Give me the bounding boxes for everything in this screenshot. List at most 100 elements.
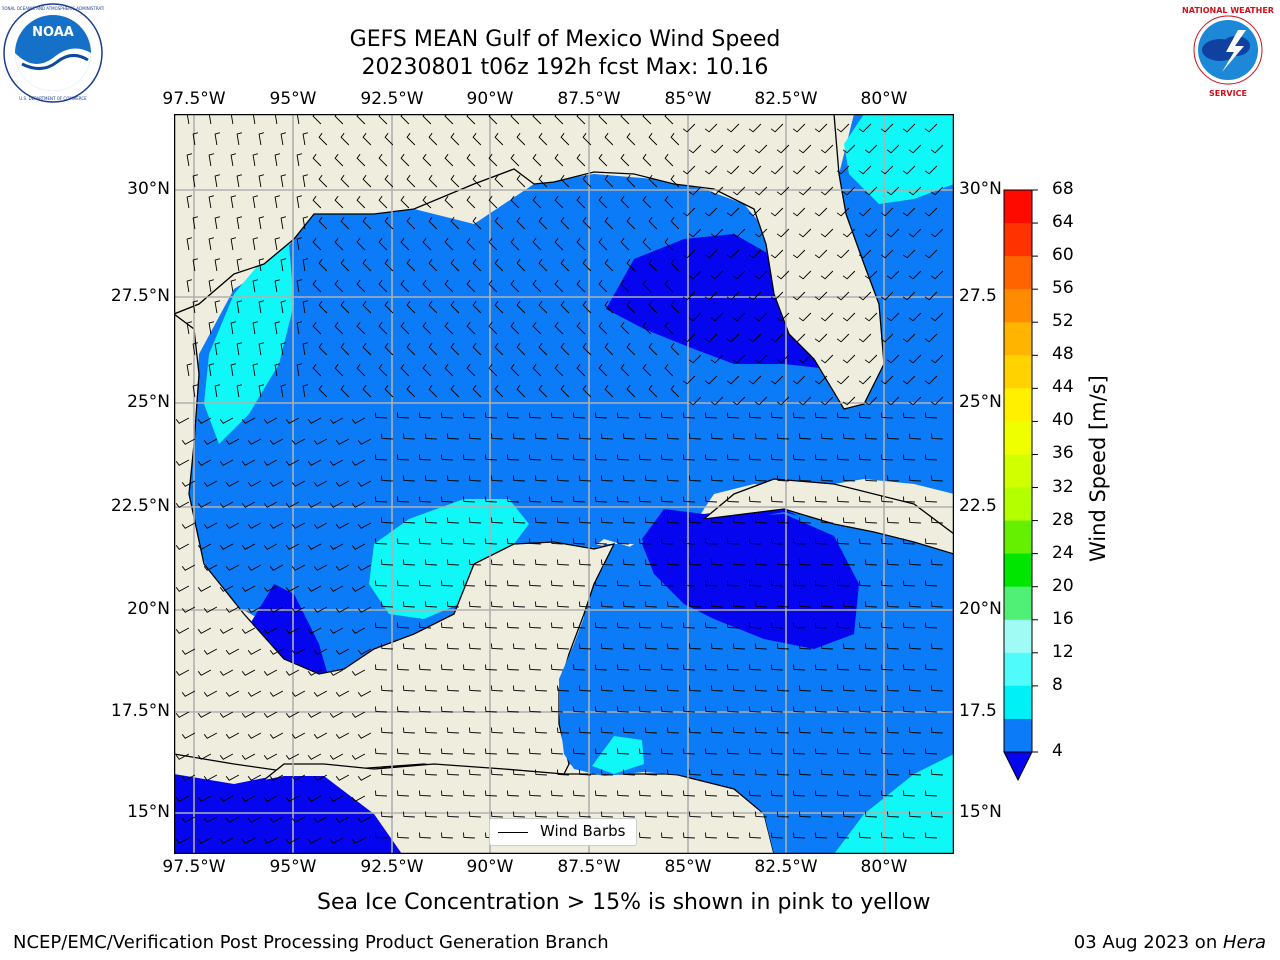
wind-barb: [219, 417, 234, 424]
wind-barb: [902, 664, 915, 671]
wind-barb: [902, 165, 916, 175]
wind-barb: [858, 706, 871, 713]
colorbar-segment: [1004, 388, 1032, 422]
wind-barb: [418, 412, 431, 419]
wind-barb: [329, 417, 344, 424]
wind-barb: [710, 228, 724, 238]
wind-barb: [510, 114, 520, 125]
strong-region-ne: [844, 114, 954, 204]
wind-barb: [225, 480, 240, 487]
wind-barb: [798, 228, 812, 238]
wind-barb: [770, 706, 783, 713]
wind-barb: [494, 384, 504, 398]
wind-barb: [616, 538, 629, 545]
wind-barb: [814, 123, 828, 133]
wind-barb: [484, 706, 497, 713]
wind-barb: [490, 475, 503, 482]
wind-barb: [241, 711, 256, 718]
wind-barb: [792, 832, 805, 839]
wind-barb: [836, 832, 849, 839]
wind-barb: [528, 664, 541, 671]
wind-barb: [247, 690, 262, 697]
wind-barb: [554, 153, 564, 167]
wind-barb: [864, 396, 878, 406]
wind-barb: [424, 517, 437, 524]
wind-barb: [241, 501, 256, 508]
wind-barb: [510, 153, 520, 167]
wind-barb: [836, 706, 849, 713]
wind-barb: [175, 417, 190, 424]
wind-barb: [622, 601, 635, 608]
wind-barb: [776, 475, 789, 482]
wind-barb: [582, 300, 592, 314]
svg-text:SERVICE: SERVICE: [1209, 89, 1247, 98]
wind-barb: [428, 384, 438, 398]
wind-barb: [396, 664, 409, 671]
wind-barb: [450, 132, 460, 146]
wind-barb: [312, 237, 322, 251]
wind-barb: [186, 237, 193, 251]
wind-barb: [214, 216, 221, 230]
wind-barb: [842, 685, 855, 692]
wind-barb: [600, 433, 613, 440]
footer-machine: Hera: [1222, 932, 1266, 953]
wind-barb: [274, 114, 278, 125]
wind-barb: [572, 790, 585, 797]
wind-barb: [660, 832, 673, 839]
wind-barb: [776, 396, 790, 406]
wind-barb: [682, 832, 695, 839]
wind-barb: [402, 475, 415, 482]
wind-barb: [219, 585, 234, 592]
wind-barb: [880, 790, 893, 797]
lon-label-bottom: 90°W: [466, 857, 514, 877]
wind-barb: [203, 564, 218, 571]
wind-barb: [880, 496, 893, 503]
wind-barb: [378, 237, 388, 251]
wind-barb: [638, 664, 651, 671]
wind-barb: [886, 769, 899, 776]
wind-barb: [175, 585, 190, 592]
wind-barb: [440, 538, 453, 545]
wind-barb: [560, 300, 570, 314]
wind-barb: [378, 195, 388, 209]
wind-barb: [930, 186, 944, 196]
wind-barb: [494, 132, 504, 146]
wind-barb: [842, 643, 855, 650]
wind-barb: [710, 312, 724, 322]
wind-barb: [440, 622, 453, 629]
wind-barb: [670, 384, 680, 398]
wind-barb: [748, 207, 762, 217]
wind-barb: [864, 601, 877, 608]
wind-barb: [444, 195, 454, 209]
wind-barb: [468, 727, 481, 734]
lat-label-right: 20°N: [959, 599, 1002, 619]
wind-barb: [285, 711, 300, 718]
wind-barb: [620, 153, 630, 167]
wind-barb: [440, 664, 453, 671]
wind-barb: [440, 496, 453, 503]
wind-barb: [197, 711, 212, 718]
wind-barb: [340, 300, 350, 314]
wind-barb: [648, 300, 658, 314]
wind-barb: [313, 606, 328, 613]
wind-barb: [550, 412, 563, 419]
wind-barb: [754, 517, 767, 524]
wind-barb: [842, 811, 855, 818]
colorbar-tick-label: 60: [1052, 245, 1074, 266]
wind-barb: [858, 123, 872, 133]
wind-barb: [307, 585, 322, 592]
wind-barb: [902, 291, 916, 301]
wind-barb: [798, 517, 811, 524]
wind-barb: [462, 580, 475, 587]
wind-barb: [820, 475, 833, 482]
wind-barb: [512, 517, 525, 524]
wind-barb: [484, 538, 497, 545]
wind-barb: [512, 601, 525, 608]
wind-barb: [620, 363, 630, 377]
wind-barb: [241, 669, 256, 676]
wind-barb: [664, 321, 674, 335]
wind-barb: [506, 412, 519, 419]
wind-barb: [930, 228, 944, 238]
wind-barb: [908, 312, 922, 322]
wind-barb: [534, 769, 547, 776]
